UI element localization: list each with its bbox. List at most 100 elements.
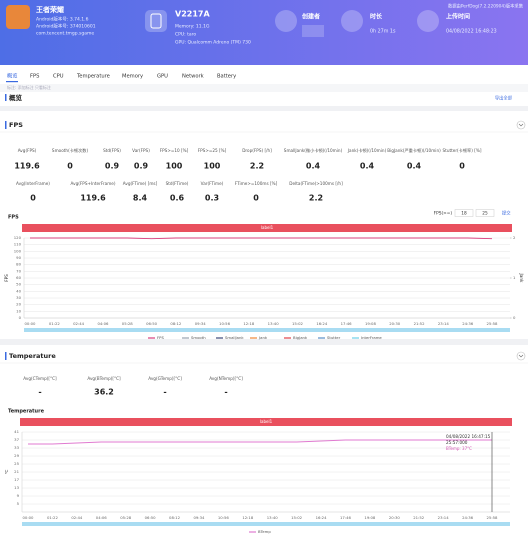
tab[interactable]: Memory <box>122 74 143 80</box>
threshold-value: 25 <box>482 211 488 217</box>
threshold-input[interactable] <box>454 209 474 217</box>
metric-value: 0.9 <box>105 162 120 171</box>
legend-label[interactable]: FPS <box>157 335 164 340</box>
x-tick-label: 05:28 <box>122 321 134 326</box>
metric-label: Avg(FTime) [ms] <box>123 181 158 186</box>
x-tick-label: 10:56 <box>218 515 230 520</box>
x-tick-label: 23:14 <box>438 515 450 520</box>
metric-value: 8.4 <box>133 194 148 203</box>
memory: Memory: 11.1G <box>175 24 210 30</box>
threshold-input[interactable] <box>475 209 495 217</box>
x-tick-label: 10:56 <box>219 321 231 326</box>
collapse-button[interactable] <box>516 120 526 130</box>
x-tick-label: 25:58 <box>487 321 499 326</box>
series-line <box>30 237 493 240</box>
cpu: CPU: taro <box>175 32 196 38</box>
x-tick-label: 17:46 <box>340 515 352 520</box>
metric-value: 36.2 <box>94 388 114 397</box>
metric-value: 0 <box>459 162 465 171</box>
separator <box>0 339 528 345</box>
tab[interactable]: FPS <box>30 74 39 80</box>
metric-label: Avg(FPS+InterFrame) <box>71 181 116 186</box>
scrollbar[interactable] <box>22 522 510 526</box>
legend-label[interactable]: Smooth <box>191 335 206 340</box>
y-tick-label: 25 <box>14 461 19 466</box>
tab[interactable]: Network <box>182 74 204 80</box>
tooltip-time: 04/08/2022 16:47:15 <box>446 434 491 439</box>
chart-title: Temperature <box>8 409 45 415</box>
legend-label[interactable]: Jank <box>258 335 268 340</box>
metric-value: 0.6 <box>170 194 185 203</box>
x-tick-label: 17:46 <box>341 321 353 326</box>
y-tick-label: 110 <box>14 242 22 247</box>
section-title: FPS <box>9 121 23 129</box>
metric-label: Delta(FTime)>100ms [/h] <box>289 181 343 186</box>
metric-label: Avg(CTemp)[°C] <box>23 376 57 381</box>
collapse-button[interactable] <box>516 351 526 361</box>
legend-label[interactable]: Stutter <box>327 335 341 340</box>
x-tick-label: 02:44 <box>71 515 83 520</box>
y-tick-label: 80 <box>16 262 21 267</box>
legend-label[interactable]: BTemp <box>258 529 271 534</box>
metric-label: FPS>=10 [%] <box>160 148 189 153</box>
series-line <box>28 439 492 445</box>
metric-value: 100 <box>204 162 221 171</box>
y-tick-label: 120 <box>14 235 22 240</box>
threshold-value: 18 <box>461 211 467 217</box>
x-tick-label: 00:00 <box>25 321 37 326</box>
metric-value: - <box>224 388 227 397</box>
y-tick-label: 100 <box>14 248 22 253</box>
legend-label[interactable]: SmallJank <box>225 335 244 340</box>
metric-label: Avg(BTemp)[°C] <box>87 376 121 381</box>
tab[interactable]: GPU <box>157 74 168 80</box>
x-tick-label: 04:06 <box>97 321 109 326</box>
chevron <box>518 354 524 358</box>
label-bar-text: label1 <box>261 225 274 230</box>
upload-icon <box>417 10 439 32</box>
x-tick-label: 01:22 <box>49 321 61 326</box>
x-tick-label: 15:02 <box>292 321 304 326</box>
y2-tick-label: 0 <box>513 315 516 320</box>
creator-box <box>302 25 324 37</box>
label-bar <box>20 418 512 426</box>
export[interactable]: 导出全部 <box>495 95 513 102</box>
y-tick-label: 30 <box>16 295 21 300</box>
scrollbar[interactable] <box>24 328 510 332</box>
y-tick-label: 37 <box>14 437 19 442</box>
metric-label: SmallJank(微小卡顿)(/10min) <box>284 147 343 154</box>
metric-label: Drop(FPS) [/h] <box>242 148 272 153</box>
collector-note: 数据由PerfDog(7.2.220904)版本采集 <box>448 3 524 10</box>
upload-label: 上传时间 <box>446 13 470 21</box>
x-tick-label: 02:44 <box>73 321 85 326</box>
x-tick-label: 09:34 <box>193 515 205 520</box>
metric-value: 0.3 <box>205 194 219 203</box>
legend-label[interactable]: InterFrame <box>361 335 382 340</box>
x-tick-label: 12:18 <box>242 515 254 520</box>
tab[interactable]: 概览 <box>7 72 17 80</box>
metric-value: 119.6 <box>80 194 106 203</box>
x-tick-label: 00:00 <box>23 515 35 520</box>
metric-value: 0.4 <box>407 162 422 171</box>
x-tick-label: 08:12 <box>169 515 181 520</box>
tab[interactable]: Temperature <box>76 74 110 80</box>
metric-label: Var(FPS) <box>132 148 150 153</box>
tooltip-offset: 25:57:000 <box>446 440 468 445</box>
upload-time: 04/08/2022 16:48:23 <box>446 29 497 35</box>
tab[interactable]: CPU <box>53 74 64 80</box>
y-tick-label: 21 <box>14 469 19 474</box>
submit[interactable]: 提交 <box>502 210 511 217</box>
tab[interactable]: Battery <box>217 74 236 80</box>
y-tick-label: 5 <box>17 501 20 506</box>
chart-title: FPS <box>8 215 19 221</box>
legend-label[interactable]: BigJank <box>293 335 308 340</box>
metric-value: - <box>163 388 166 397</box>
x-tick-label: 23:14 <box>438 321 450 326</box>
metric-value: 100 <box>166 162 183 171</box>
metric-label: Jank(卡顿)(/10min) <box>347 147 387 154</box>
y-tick-label: 29 <box>14 453 19 458</box>
duration-label: 时长 <box>370 13 383 21</box>
metric-label: Avg(InterFrame) <box>16 181 50 186</box>
chevron <box>518 123 524 127</box>
